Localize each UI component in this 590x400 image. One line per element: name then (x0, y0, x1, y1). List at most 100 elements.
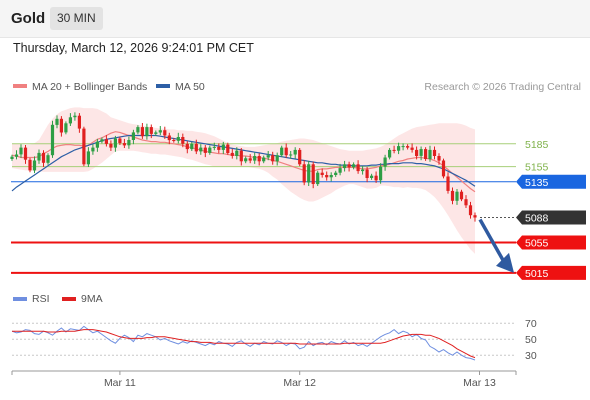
level-label-5015: 5015 (525, 268, 549, 280)
level-tag-5135 (516, 174, 586, 189)
research-credit: Research © 2026 Trading Central (424, 81, 581, 93)
candle-body (450, 190, 455, 201)
candle-body (239, 150, 243, 162)
candle-body (293, 149, 297, 155)
forecast-arrow-head (496, 252, 514, 273)
candle-body (64, 123, 68, 133)
candle-body (37, 152, 41, 161)
legend-swatch-9ma (62, 297, 76, 301)
candle-body (28, 159, 32, 171)
candle-body (347, 164, 351, 168)
candle-body (172, 140, 176, 141)
candle-body (392, 149, 396, 151)
candle-body (302, 164, 306, 183)
level-label-5055: 5055 (525, 238, 549, 250)
x-tick-label: Mar 13 (463, 377, 496, 389)
rsi-tick-label: 30 (525, 350, 537, 362)
candle-body (203, 147, 207, 153)
candle-body (329, 175, 333, 178)
candle-body (122, 143, 126, 146)
candle-body (446, 176, 450, 191)
bollinger-band-area (12, 107, 475, 254)
candle-body (338, 168, 342, 173)
candle-body (91, 147, 95, 152)
candle-body (406, 146, 410, 148)
candle-body (325, 175, 329, 178)
candle-body (307, 164, 311, 183)
legend-swatch-ma20 (13, 84, 27, 88)
candle-body (459, 191, 464, 200)
candle-body (473, 215, 477, 218)
candle-body (212, 146, 216, 148)
candle-body (419, 149, 423, 156)
level-label-5135: 5135 (525, 177, 549, 189)
candle-body (32, 160, 37, 171)
x-axis: Mar 11 Mar 12 Mar 13 (11, 370, 517, 389)
level-label-5185: 5185 (525, 139, 549, 151)
candle-body (41, 152, 46, 163)
candle-body (316, 172, 320, 185)
ma50-line (11, 134, 476, 192)
candle-body (19, 147, 23, 155)
candle-body (140, 127, 144, 137)
chart-datetime: Thursday, March 12, 2026 9:24:01 PM CET (13, 41, 254, 55)
candle-body (158, 130, 162, 133)
candlesticks (10, 112, 477, 222)
candle-body (424, 149, 428, 159)
candle-body (365, 169, 369, 178)
candle-body (280, 147, 284, 156)
moving-averages (11, 131, 476, 193)
candle-body (185, 143, 189, 150)
chart-header: Gold 30 MIN (0, 0, 590, 38)
candle-body (437, 156, 441, 161)
candle-body (194, 143, 198, 152)
rsi-panel: 70 50 30 (11, 318, 537, 362)
forecast-arrow-shaft (478, 218, 506, 263)
candle-body (248, 158, 252, 161)
candle-body (23, 147, 28, 160)
candle-body (361, 169, 365, 172)
candle-body (77, 115, 81, 129)
candle-body (230, 152, 234, 156)
candle-body (145, 127, 149, 137)
candle-body (82, 128, 86, 165)
rsi-tick-label: 70 (525, 318, 537, 330)
candle-body (275, 155, 279, 162)
level-tag-5088 (516, 210, 586, 225)
candle-body (149, 127, 153, 134)
candle-body (113, 138, 117, 148)
legend-label-9ma: 9MA (81, 293, 103, 305)
candle-body (118, 138, 122, 144)
price-level-labels: 5185 5155 5135 5088 5055 5015 (516, 139, 586, 280)
legend-swatch-ma50 (156, 84, 170, 88)
candle-body (334, 172, 338, 175)
legend-label-ma20: MA 20 + Bollinger Bands (32, 81, 147, 93)
forecast-arrow (478, 218, 514, 273)
candle-body (388, 149, 392, 158)
candle-body (14, 154, 19, 157)
candle-body (163, 130, 167, 136)
candle-body (441, 160, 446, 177)
candle-body (432, 149, 437, 156)
candle-body (262, 157, 266, 162)
candle-body (415, 149, 419, 156)
candle-body (104, 139, 108, 144)
candle-body (181, 137, 185, 144)
candle-body (136, 127, 140, 133)
candle-body (383, 157, 387, 167)
candle-body (298, 149, 302, 165)
candle-body (410, 147, 414, 150)
instrument-title: Gold (11, 10, 46, 27)
legend-swatch-rsi (13, 297, 27, 301)
candle-body (266, 155, 270, 158)
candle-body (468, 205, 473, 216)
candle-body (217, 146, 221, 150)
timeframe-badge[interactable]: 30 MIN (50, 7, 103, 30)
level-label-5088: 5088 (525, 213, 549, 225)
level-tag-5015 (516, 265, 586, 280)
bollinger-band (12, 107, 475, 254)
candle-body (55, 118, 59, 125)
candle-body (253, 156, 257, 161)
candle-body (455, 191, 459, 201)
candle-body (352, 164, 356, 168)
